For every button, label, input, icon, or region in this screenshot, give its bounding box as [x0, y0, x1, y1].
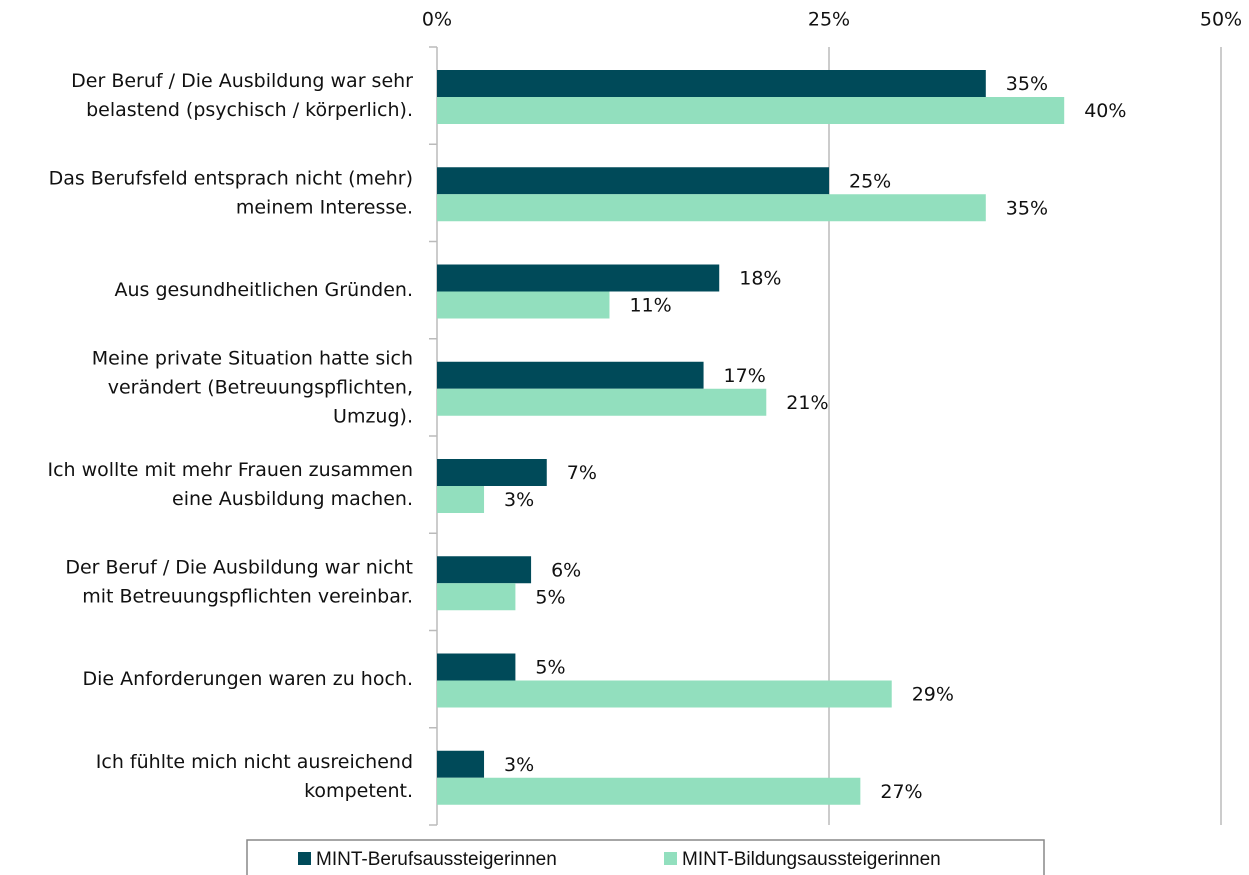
bar: [437, 583, 516, 611]
category-label: Aus gesundheitlichen Gründen.: [115, 279, 414, 301]
bar: [437, 388, 767, 416]
value-label: 17%: [724, 365, 766, 387]
x-tick-label: 0%: [422, 9, 452, 31]
value-label: 3%: [504, 754, 534, 776]
value-label: 21%: [786, 392, 828, 414]
legend-swatch: [664, 852, 677, 865]
category-label: Das Berufsfeld entsprach nicht (mehr) mei…: [49, 167, 413, 218]
value-label: 18%: [739, 268, 781, 290]
value-label: 3%: [504, 489, 534, 511]
bar: [437, 97, 1065, 124]
value-label: 29%: [912, 684, 954, 706]
bar: [437, 291, 610, 319]
category-label: Ich fühlte mich nicht ausreichend kompete…: [96, 750, 413, 801]
value-label: 25%: [849, 170, 891, 192]
bar: [437, 653, 516, 681]
category-label: Der Beruf / Die Ausbildung war nicht mit …: [65, 556, 413, 607]
x-tick-label: 25%: [808, 9, 850, 31]
bar: [437, 680, 892, 708]
category-label: Der Beruf / Die Ausbildung war sehr belas…: [71, 70, 413, 121]
value-label: 5%: [535, 586, 565, 608]
bar: [437, 361, 704, 389]
value-label: 35%: [1006, 73, 1048, 95]
category-label: Ich wollte mit mehr Frauen zusammen eine …: [47, 459, 413, 510]
legend-label: MINT-Bildungsaussteigerinnen: [682, 849, 941, 870]
bar: [437, 556, 532, 584]
bar: [437, 264, 720, 292]
bar: [437, 750, 485, 778]
value-label: 7%: [567, 462, 597, 484]
legend-box: [246, 839, 1045, 875]
bar: [437, 486, 485, 513]
value-label: 6%: [551, 559, 581, 581]
bar: [437, 167, 829, 195]
category-label: Meine private Situation hatte sich veränd…: [92, 347, 413, 427]
legend-label: MINT-Berufsaussteigerinnen: [316, 849, 557, 870]
value-label: 35%: [1006, 197, 1048, 219]
value-label: 27%: [880, 781, 922, 803]
category-label: Die Anforderungen waren zu hoch.: [82, 668, 413, 690]
x-tick-label: 50%: [1200, 9, 1242, 31]
value-label: 40%: [1084, 100, 1126, 122]
value-label: 11%: [629, 295, 671, 317]
bar: [437, 70, 986, 97]
legend-swatch: [298, 852, 311, 865]
value-label: 5%: [535, 657, 565, 679]
bar: [437, 194, 986, 222]
bar: [437, 777, 861, 805]
bar: [437, 459, 547, 486]
